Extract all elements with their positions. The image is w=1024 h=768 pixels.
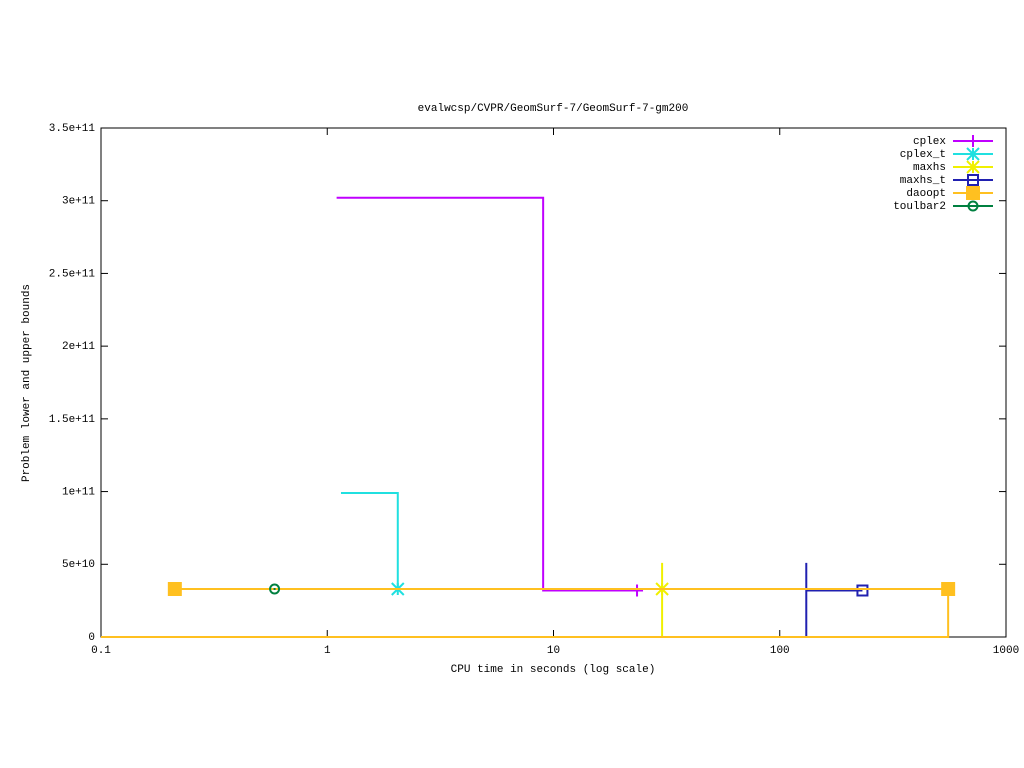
series-line — [101, 588, 950, 638]
series-line — [805, 562, 863, 637]
series-line — [340, 492, 399, 590]
x-tick-label: 10 — [547, 645, 560, 657]
y-tick-label: 1.5e+11 — [49, 414, 96, 426]
marker — [269, 583, 281, 595]
legend-label: maxhs_t — [900, 175, 946, 187]
x-tick-label: 0.1 — [91, 645, 111, 657]
marker — [966, 147, 980, 161]
marker — [941, 582, 956, 597]
marker — [856, 584, 869, 597]
x-tick-label: 1000 — [993, 645, 1019, 657]
y-tick-label: 3e+11 — [62, 196, 95, 208]
marker — [966, 160, 980, 174]
y-tick-label: 5e+10 — [62, 559, 95, 571]
y-tick-label: 2e+11 — [62, 341, 95, 353]
chart-title: evalwcsp/CVPR/GeomSurf-7/GeomSurf-7-gm20… — [418, 103, 689, 115]
marker — [631, 584, 644, 597]
marker — [966, 186, 980, 200]
y-tick-label: 3.5e+11 — [49, 123, 96, 135]
plot-frame — [100, 127, 1007, 638]
x-tick-label: 100 — [770, 645, 790, 657]
x-axis-label: CPU time in seconds (log scale) — [451, 664, 656, 676]
marker — [967, 200, 979, 212]
legend-label: cplex_t — [900, 149, 946, 161]
x-tick-label: 1 — [324, 645, 331, 657]
legend-label: toulbar2 — [893, 201, 946, 213]
marker — [967, 135, 979, 147]
legend-label: maxhs — [913, 162, 946, 174]
y-axis-label: Problem lower and upper bounds — [21, 284, 33, 482]
legend-label: cplex — [913, 136, 946, 148]
y-tick-label: 1e+11 — [62, 486, 95, 498]
marker — [967, 174, 979, 186]
marker — [167, 582, 182, 597]
y-tick-label: 2.5e+11 — [49, 268, 96, 280]
y-tick-label: 0 — [88, 632, 95, 644]
series-line — [336, 196, 638, 592]
legend-label: daoopt — [906, 188, 946, 200]
